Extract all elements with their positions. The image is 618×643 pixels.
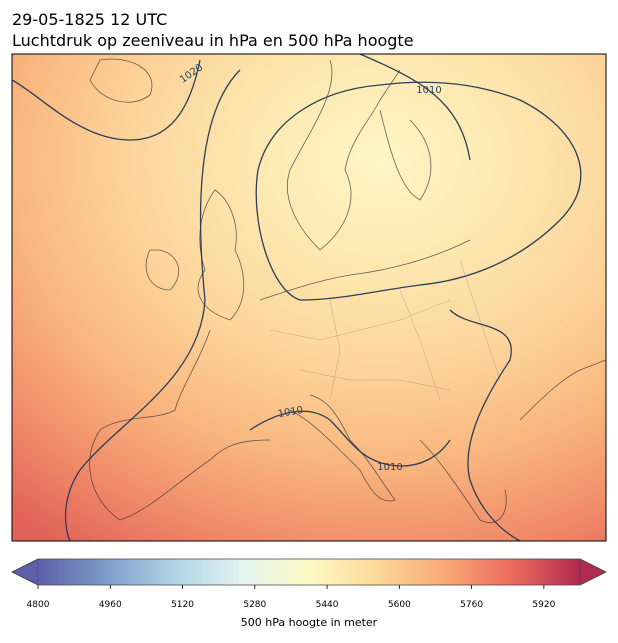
coastline [145,189,245,321]
colorbar-label: 500 hPa hoogte in meter [241,616,378,629]
title-line: Luchtdruk op zeeniveau in hPa en 500 hPa… [12,31,414,50]
map-frame [11,53,607,542]
colorbar-tick-label: 5760 [460,600,483,610]
colorbar [11,558,607,589]
coastline [89,58,153,103]
isobar-label: 1010 [277,405,304,420]
isobar [255,81,582,301]
colorbar-tick-label: 5440 [316,600,339,610]
coastline [286,59,432,251]
colorbar-tick-label: 5120 [171,600,194,610]
colorbar-tick-label: 5600 [388,600,411,610]
colorbar-extend-min [11,558,39,586]
isobar-label: 1010 [377,462,402,473]
map: 1020 1010 1010 1010 [12,54,606,541]
colorbar-tick-label: 4960 [99,600,122,610]
colorbar-body [38,559,580,585]
isobar-label: 1010 [416,85,441,96]
isobar [12,59,201,141]
colorbar-tick-label: 5920 [532,600,555,610]
colorbar-tick-label: 4800 [27,600,50,610]
title-line: 29-05-1825 12 UTC [12,10,167,29]
border [269,259,501,401]
isobar [64,69,241,541]
isobar [249,410,451,467]
coastline [89,239,471,521]
colorbar-tick-label: 5280 [243,600,266,610]
isobar [359,54,521,541]
height-field [12,54,606,541]
colorbar-extend-max [579,558,607,586]
coastline [289,359,606,523]
colorbar-outline [11,558,607,586]
